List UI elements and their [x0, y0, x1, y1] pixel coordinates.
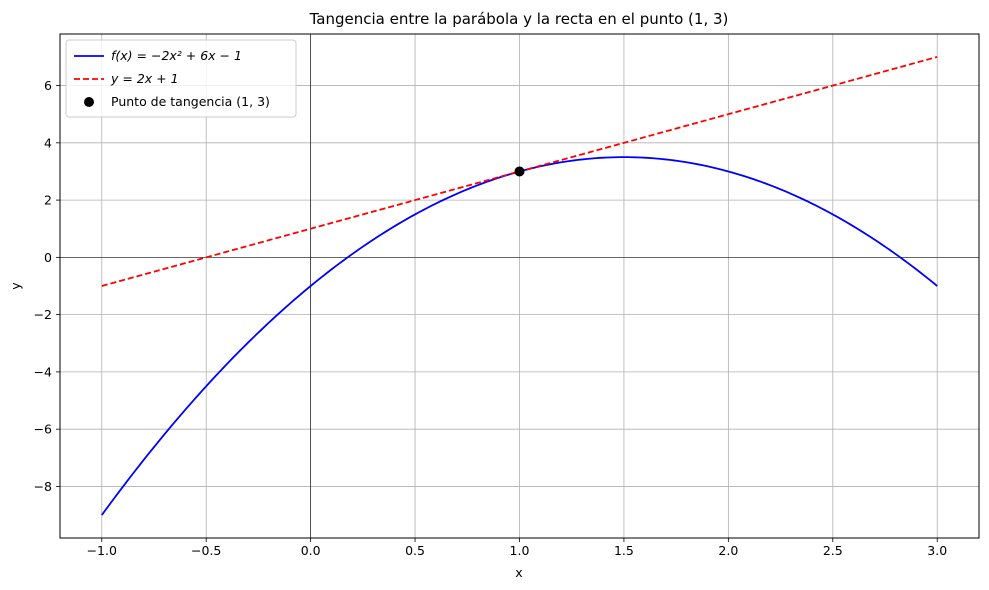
tangent-point-marker — [514, 166, 525, 177]
y-tick-label-6: 4 — [44, 135, 52, 150]
y-axis-label: y — [8, 282, 23, 290]
y-tick-label-1: −6 — [34, 422, 52, 437]
legend-label-parabola: f(x) = −2x² + 6x − 1 — [111, 48, 242, 63]
x-ticks: −1.0 −0.5 0.0 0.5 1.0 1.5 2.0 2.5 3.0 — [87, 538, 947, 558]
y-ticks: −8 −6 −4 −2 0 2 4 6 — [34, 78, 60, 494]
x-tick-label-6: 2.0 — [718, 543, 738, 558]
y-tick-label-2: −4 — [34, 364, 52, 379]
chart-title: Tangencia entre la parábola y la recta e… — [309, 10, 729, 28]
y-tick-label-5: 2 — [44, 193, 52, 208]
y-tick-label-4: 0 — [44, 250, 52, 265]
x-tick-label-1: −0.5 — [191, 543, 221, 558]
legend-label-point: Punto de tangencia (1, 3) — [111, 94, 270, 109]
y-tick-label-3: −2 — [34, 307, 52, 322]
x-tick-label-3: 0.5 — [405, 543, 425, 558]
x-tick-label-0: −1.0 — [87, 543, 117, 558]
plot-series — [101, 56, 938, 516]
x-axis-label: x — [515, 565, 522, 580]
legend-marker-point — [84, 97, 94, 107]
x-tick-label-8: 3.0 — [927, 543, 947, 558]
x-tick-label-4: 1.0 — [510, 543, 530, 558]
x-tick-label-7: 2.5 — [823, 543, 843, 558]
y-tick-label-7: 6 — [44, 78, 52, 93]
x-tick-label-2: 0.0 — [301, 543, 321, 558]
legend-box — [65, 39, 297, 118]
legend-label-tangent: y = 2x + 1 — [110, 71, 179, 86]
y-tick-label-0: −8 — [34, 479, 52, 494]
x-tick-label-5: 1.5 — [614, 543, 634, 558]
legend: f(x) = −2x² + 6x − 1 y = 2x + 1 Punto de… — [65, 39, 297, 118]
